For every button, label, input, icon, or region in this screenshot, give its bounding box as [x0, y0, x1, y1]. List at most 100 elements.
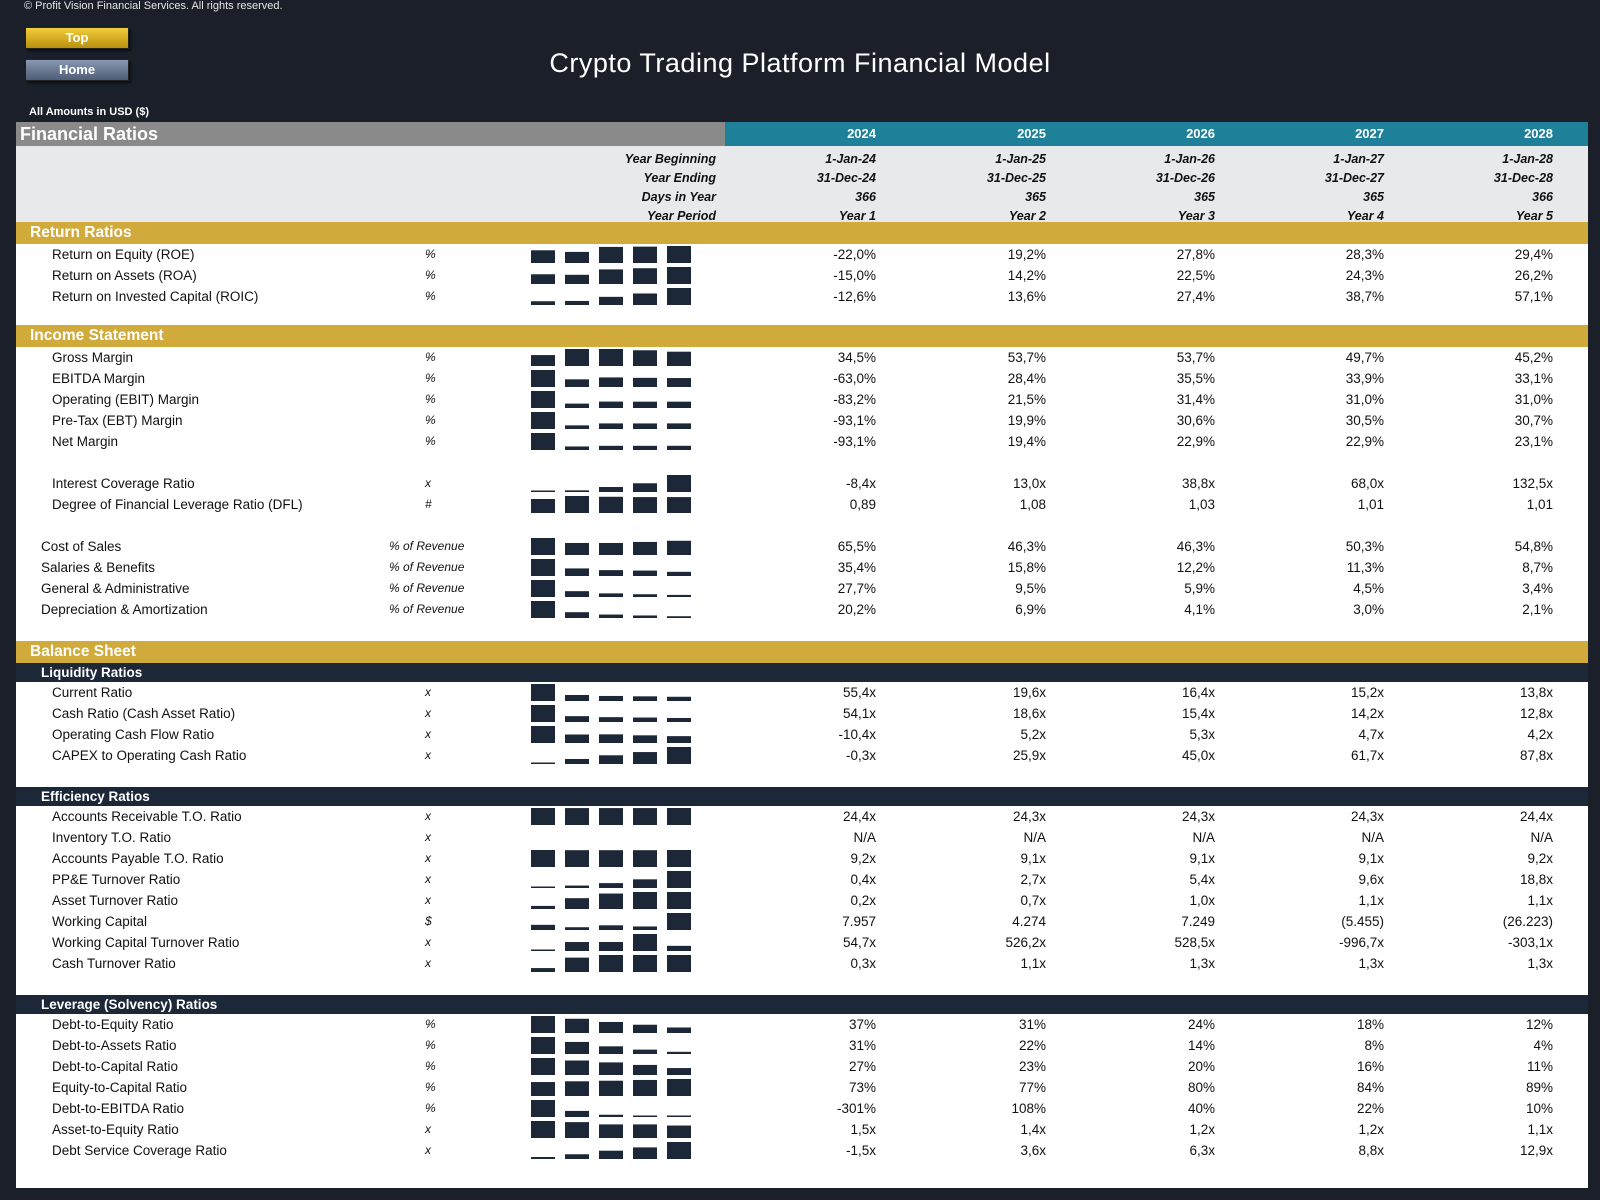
sparkline-bar	[633, 1147, 657, 1159]
sparkline-bar	[565, 898, 589, 909]
sparkline-bar	[667, 594, 691, 597]
sparkline-bar	[531, 886, 555, 888]
ratio-row: Accounts Receivable T.O. Ratio x 24,4x 24,3…	[16, 806, 1588, 827]
sparkline-bar	[599, 593, 623, 597]
sparkline-bar	[565, 808, 589, 825]
ratio-value-2027: 9,1x	[1358, 851, 1384, 866]
top-button[interactable]: Top	[25, 27, 129, 49]
meta-label: Year Period	[646, 209, 716, 223]
ratio-value-2025: 19,9%	[1007, 413, 1046, 428]
ratio-row: Depreciation & Amortization % of Revenue 2…	[16, 599, 1588, 620]
ratio-label: Working Capital	[52, 914, 148, 929]
sparkline-bar	[565, 1110, 589, 1117]
meta-value: Year 5	[1515, 209, 1553, 223]
ratio-value-2026: 12,2%	[1176, 560, 1215, 575]
ratio-label: Operating Cash Flow Ratio	[52, 727, 215, 742]
ratio-value-2027: 24,3x	[1350, 809, 1384, 824]
ratio-label: Equity-to-Capital Ratio	[52, 1080, 188, 1095]
ratio-value-2026: 22,9%	[1176, 434, 1215, 449]
sparkline-bar	[565, 300, 589, 305]
sparkline-bar	[633, 717, 657, 722]
meta-value: 365	[1194, 190, 1215, 204]
ratio-value-2028: 3,4%	[1522, 581, 1553, 596]
ratio-label: Debt-to-Equity Ratio	[52, 1017, 174, 1032]
sparkline-bar	[667, 1068, 691, 1075]
sparkline-bar	[633, 246, 657, 263]
section-header: Income Statement	[16, 325, 1588, 347]
ratio-value-2027: 68,0x	[1350, 476, 1384, 491]
sparkline-bar	[565, 425, 589, 429]
ratio-value-2024: -10,4x	[838, 727, 876, 742]
sparkline-bar	[565, 957, 589, 972]
sparkline-bar	[599, 1150, 623, 1159]
ratio-row: Asset Turnover Ratio x 0,2x 0,7x 1,0x 1,1x 1,1…	[16, 890, 1588, 911]
ratio-value-2025: 526,2x	[1005, 935, 1046, 950]
sparkline-bar	[599, 1021, 623, 1033]
ratio-value-2026: 27,8%	[1176, 247, 1215, 262]
sparkline-bar	[633, 934, 657, 951]
ratio-unit: x	[425, 956, 431, 970]
ratio-label: Debt-to-EBITDA Ratio	[52, 1101, 185, 1116]
ratio-value-2028: (26.223)	[1502, 914, 1553, 929]
home-button[interactable]: Home	[25, 59, 129, 81]
sparkline-bar	[531, 301, 555, 305]
ratio-sparkline	[531, 808, 691, 825]
sparkline-bar	[531, 250, 555, 263]
sparkline-bar	[531, 1058, 555, 1075]
ratio-unit: x	[425, 851, 431, 865]
ratio-sparkline	[531, 559, 691, 576]
sparkline-bar	[531, 498, 555, 513]
ratio-row: CAPEX to Operating Cash Ratio x -0,3x 25,9x…	[16, 745, 1588, 766]
ratio-unit: % of Revenue	[389, 602, 465, 616]
ratio-value-2026: 5,9%	[1184, 581, 1215, 596]
sparkline-bar	[599, 246, 623, 263]
sparkline-bar	[531, 580, 555, 597]
sparkline-bar	[531, 924, 555, 930]
sparkline-bar	[565, 349, 589, 366]
ratio-value-2024: 0,4x	[850, 872, 876, 887]
sparkline-bar	[633, 1064, 657, 1075]
ratio-sparkline	[531, 496, 691, 513]
sparkline-bar	[633, 1024, 657, 1033]
ratio-value-2027: 11,3%	[1346, 560, 1384, 575]
sparkline-bar	[599, 1124, 623, 1138]
sparkline-bar	[565, 1081, 589, 1096]
ratio-value-2025: 6,9%	[1015, 602, 1046, 617]
sparkline-bar	[599, 496, 623, 513]
meta-label: Year Beginning	[624, 152, 716, 166]
sparkline-bar	[667, 267, 691, 284]
ratio-value-2025: 18,6x	[1012, 706, 1046, 721]
ratio-value-2025: 2,7x	[1020, 872, 1046, 887]
ratio-value-2025: 25,9x	[1012, 748, 1046, 763]
ratio-unit: x	[425, 706, 431, 720]
ratio-label: Accounts Payable T.O. Ratio	[52, 851, 224, 866]
sparkline-bar	[599, 893, 623, 909]
section-title: Balance Sheet	[30, 643, 136, 660]
ratio-value-2027: 22,9%	[1345, 434, 1384, 449]
meta-row: Year Ending 31-Dec-24 31-Dec-25 31-Dec-26 31…	[16, 169, 1588, 188]
ratio-value-2024: 54,7x	[842, 935, 876, 950]
sparkline-bar	[667, 246, 691, 263]
sparkline-bar	[599, 401, 623, 408]
sparkline-bar	[633, 955, 657, 972]
sparkline-bar	[599, 850, 623, 867]
ratio-value-2026: 24%	[1187, 1017, 1215, 1032]
ratio-value-2027: 15,2x	[1350, 685, 1384, 700]
ratio-label: Return on Assets (ROA)	[52, 268, 197, 283]
ratio-sparkline	[531, 871, 691, 888]
sparkline-bar	[667, 1051, 691, 1054]
period-meta: Year Beginning 1-Jan-24 1-Jan-25 1-Jan-26 1-…	[16, 146, 1588, 223]
sparkline-bar	[531, 762, 555, 764]
sparkline-bar	[633, 1115, 657, 1117]
ratio-value-2028: 1,1x	[1527, 893, 1553, 908]
ratio-row: Asset-to-Equity Ratio x 1,5x 1,4x 1,2x 1,2x 1,…	[16, 1119, 1588, 1140]
ratio-sparkline	[531, 684, 691, 701]
subsection-title: Liquidity Ratios	[41, 665, 143, 680]
ratio-value-2024: 9,2x	[850, 851, 876, 866]
ratio-value-2026: 38,8x	[1181, 476, 1215, 491]
sparkline-bar	[667, 616, 691, 618]
ratio-label: Cash Turnover Ratio	[52, 956, 176, 971]
ratio-label: Cash Ratio (Cash Asset Ratio)	[52, 706, 236, 721]
ratio-value-2027: 8,8x	[1358, 1143, 1384, 1158]
ratio-value-2027: 33,9%	[1345, 371, 1384, 386]
